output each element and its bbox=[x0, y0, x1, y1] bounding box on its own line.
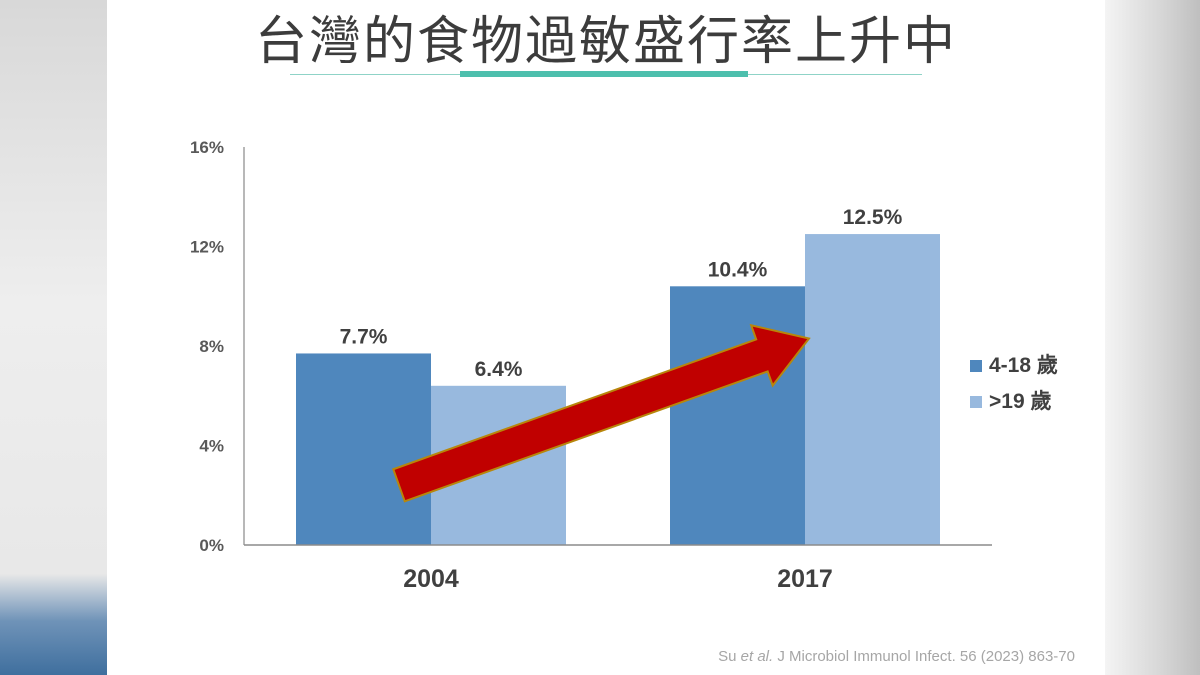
slide: 台灣的食物過敏盛行率上升中 0% 4% 8% 12% 16% 7.7% 6.4% 10.4%… bbox=[107, 0, 1105, 675]
bar-chart: 0% 4% 8% 12% 16% 7.7% 6.4% 10.4% 12.5% 2004 2017… bbox=[190, 138, 1058, 593]
trend-arrow bbox=[391, 323, 811, 503]
x-tick-label: 2017 bbox=[777, 565, 833, 593]
y-axis-ticks: 0% 4% 8% 12% 16% bbox=[190, 138, 224, 555]
left-background-strip bbox=[0, 0, 107, 675]
bar-data-label: 12.5% bbox=[843, 206, 903, 229]
right-background-strip bbox=[1105, 0, 1200, 675]
legend-swatch-0 bbox=[970, 360, 982, 372]
y-tick-label: 12% bbox=[190, 238, 224, 257]
bar-data-labels: 7.7% 6.4% 10.4% 12.5% bbox=[340, 206, 903, 381]
y-tick-label: 16% bbox=[190, 138, 224, 157]
legend-label-1: >19 歲 bbox=[989, 389, 1051, 413]
y-tick-label: 8% bbox=[199, 337, 224, 356]
citation-author: Su bbox=[718, 648, 737, 665]
x-axis-ticks: 2004 2017 bbox=[403, 565, 833, 593]
bar-2017-series-0 bbox=[670, 286, 805, 545]
y-tick-label: 4% bbox=[199, 437, 224, 456]
bar-data-label: 10.4% bbox=[708, 258, 768, 281]
bar-data-label: 6.4% bbox=[475, 358, 523, 381]
x-tick-label: 2004 bbox=[403, 565, 459, 593]
legend-label-0: 4-18 歲 bbox=[989, 353, 1058, 377]
legend: 4-18 歲 >19 歲 bbox=[970, 353, 1058, 413]
bar-2004-series-0 bbox=[296, 353, 431, 545]
y-tick-label: 0% bbox=[199, 536, 224, 555]
bars bbox=[296, 234, 940, 545]
title-underline-accent bbox=[460, 71, 748, 77]
legend-swatch-1 bbox=[970, 396, 982, 408]
citation: Su et al. J Microbiol Immunol Infect. 56… bbox=[718, 648, 1075, 665]
citation-etal: et al. bbox=[740, 648, 774, 665]
citation-source: J Microbiol Immunol Infect. 56 (2023) 86… bbox=[777, 648, 1075, 665]
bar-2017-series-1 bbox=[805, 234, 940, 545]
slide-title: 台灣的食物過敏盛行率上升中 bbox=[254, 12, 957, 72]
bar-data-label: 7.7% bbox=[340, 325, 388, 348]
